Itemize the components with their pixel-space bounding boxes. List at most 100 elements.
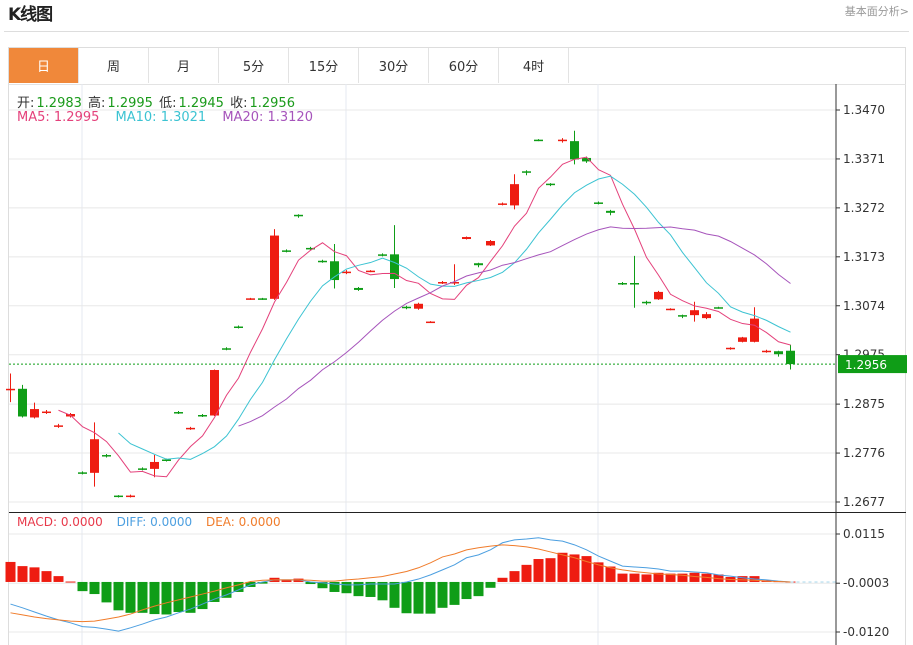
macd-bar (317, 581, 328, 589)
candle-body (582, 157, 591, 162)
tab-60min[interactable]: 60分 (429, 48, 499, 83)
open-label: 开: (17, 96, 35, 111)
divider (4, 31, 909, 32)
macd-bar (41, 571, 52, 582)
macd-value: MACD: 0.0000 (17, 515, 103, 529)
macd-bar (377, 581, 388, 601)
tab-15min[interactable]: 15分 (289, 48, 359, 83)
candle-body (330, 261, 339, 281)
macd-bar (209, 581, 220, 602)
candle-body (714, 307, 723, 309)
candle-body (210, 370, 219, 416)
tab-30min[interactable]: 30分 (359, 48, 429, 83)
candle-body (450, 282, 459, 284)
tab-month[interactable]: 月 (149, 48, 219, 83)
candle-body (726, 347, 735, 350)
candle-body (630, 283, 639, 285)
macd-y-tick-label: 0.0115 (843, 527, 885, 541)
candle-body (594, 202, 603, 204)
macd-bar (449, 581, 460, 605)
period-tabs: 日 周 月 5分 15分 30分 60分 4时 (9, 48, 906, 85)
macd-bar (593, 562, 604, 582)
macd-bar (677, 573, 688, 582)
y-tick-label: 1.3470 (843, 103, 885, 117)
macd-bar (665, 573, 676, 582)
tab-4hour[interactable]: 4时 (499, 48, 569, 83)
tab-day[interactable]: 日 (9, 48, 79, 83)
macd-bar (101, 581, 112, 603)
macd-info: MACD: 0.0000 DIFF: 0.0000 DEA: 0.0000 (17, 515, 281, 529)
close-value: 1.2956 (249, 96, 295, 111)
candle-body (462, 237, 471, 240)
macd-bar (581, 556, 592, 582)
macd-bar (29, 567, 40, 582)
candle-body (366, 270, 375, 273)
candle-body (654, 291, 663, 300)
macd-bar (737, 576, 748, 582)
y-tick-label: 1.3173 (843, 250, 885, 264)
last-price-label: 1.2956 (845, 358, 887, 372)
macd-bar (689, 572, 700, 582)
candle-body (378, 254, 387, 256)
candle-body (606, 210, 615, 213)
candle-body (294, 214, 303, 217)
macd-bar (329, 581, 340, 592)
candle-body (690, 310, 699, 316)
candle-body (18, 388, 27, 417)
candle-body (306, 247, 315, 250)
candle-body (438, 282, 447, 284)
diff-line (10, 537, 791, 632)
last-price-badge (838, 355, 907, 374)
candle-body (246, 298, 255, 300)
candle-body (54, 425, 63, 427)
low-value: 1.2945 (178, 96, 224, 111)
macd-bar (53, 576, 64, 582)
open-value: 1.2983 (36, 96, 82, 111)
macd-bar (425, 581, 436, 614)
y-tick-label: 1.3074 (843, 299, 885, 313)
candle-body (78, 472, 87, 474)
candle-body (666, 308, 675, 311)
candle-body (618, 283, 627, 285)
candle-body (498, 203, 507, 205)
candle-body (234, 326, 243, 329)
candle-body (270, 235, 279, 299)
candle-body (786, 350, 795, 365)
macd-bar (77, 581, 88, 592)
macd-bar (149, 581, 160, 615)
low-label: 低: (159, 96, 177, 111)
ma10-value: MA10: 1.3021 (115, 110, 207, 125)
candle-body (198, 414, 207, 417)
dea-line (10, 544, 791, 623)
macd-bar (557, 552, 568, 582)
macd-bar (473, 581, 484, 597)
chart-panel (8, 47, 906, 645)
ohlc-info: 开: 1.2983 高: 1.2995 低: 1.2945 收: 1.2956 (17, 92, 297, 111)
macd-bar (533, 559, 544, 582)
ma5-value: MA5: 1.2995 (17, 110, 100, 125)
ma10-line (118, 175, 791, 460)
candle-body (390, 254, 399, 280)
macd-bar (461, 581, 472, 600)
candle-body (546, 183, 555, 186)
y-tick-label: 1.2677 (843, 495, 885, 509)
macd-bar (401, 581, 412, 614)
fundamental-analysis-link[interactable]: 基本面分析> (844, 5, 909, 18)
macd-bar (497, 577, 508, 582)
macd-bar (485, 581, 496, 588)
macd-bar (65, 581, 76, 583)
tab-5min[interactable]: 5分 (219, 48, 289, 83)
candle-body (6, 388, 15, 391)
macd-bar (137, 581, 148, 613)
macd-bar (605, 566, 616, 582)
candle-body (42, 411, 51, 414)
page-title: K线图 (8, 5, 53, 25)
candle-body (30, 409, 39, 418)
macd-bar (161, 581, 172, 615)
high-label: 高: (88, 96, 106, 111)
candle-body (186, 427, 195, 430)
tab-week[interactable]: 周 (79, 48, 149, 83)
y-tick-label: 1.2776 (843, 446, 885, 460)
candle-body (138, 468, 147, 470)
